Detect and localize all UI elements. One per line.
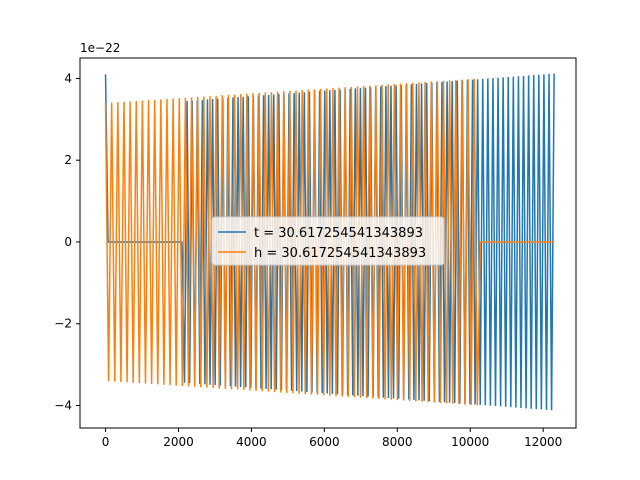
x-tick-label: 6000: [309, 435, 340, 449]
y-tick-label: −2: [54, 317, 72, 331]
x-tick-label: 0: [102, 435, 110, 449]
x-tick-label: 4000: [236, 435, 267, 449]
series-layer: [104, 73, 555, 411]
legend-box: [211, 216, 445, 266]
y-tick-label: 4: [64, 71, 72, 85]
axes-frame: [79, 57, 577, 429]
series-line-h: [104, 78, 555, 406]
legend-label: t = 30.617254541343893: [254, 226, 423, 241]
y-tick-label: 0: [64, 235, 72, 249]
x-tick-label: 8000: [382, 435, 413, 449]
y-tick-label: 2: [64, 153, 72, 167]
y-axis: −4 −2 0 2 4: [54, 71, 80, 413]
x-tick-label: 10000: [451, 435, 489, 449]
y-offset-label: 1e−22: [80, 41, 120, 55]
x-tick-label: 12000: [524, 435, 562, 449]
x-axis: 0 2000 4000 6000 8000 10000 12000: [102, 428, 562, 449]
y-tick-label: −4: [54, 399, 72, 413]
legend: t = 30.617254541343893 h = 30.61725454134…: [211, 216, 445, 266]
x-tick-label: 2000: [163, 435, 194, 449]
legend-label: h = 30.617254541343893: [254, 246, 426, 261]
